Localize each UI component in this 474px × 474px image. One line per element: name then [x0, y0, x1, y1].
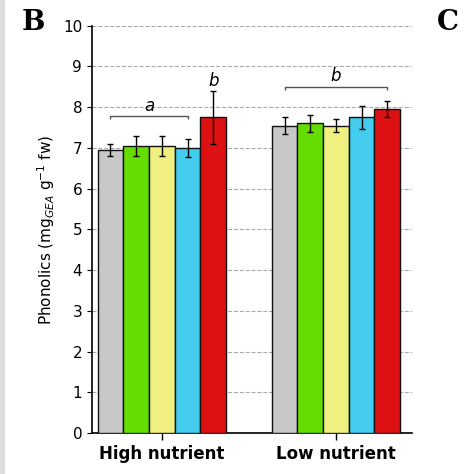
Bar [175, 148, 201, 433]
Bar [149, 146, 175, 433]
Y-axis label: Phonolics (mg$_{GEA}$ g$^{-1}$ fw): Phonolics (mg$_{GEA}$ g$^{-1}$ fw) [36, 134, 57, 325]
Bar [374, 109, 400, 433]
Bar [123, 146, 149, 433]
Text: B: B [22, 9, 45, 36]
Text: b: b [331, 67, 341, 85]
Bar [98, 150, 123, 433]
Text: a: a [144, 97, 154, 115]
Text: b: b [208, 72, 219, 90]
Bar [349, 118, 374, 433]
Bar [201, 118, 226, 433]
Text: C: C [437, 9, 459, 36]
Bar [297, 124, 323, 433]
Bar [323, 126, 349, 433]
Bar [272, 126, 297, 433]
